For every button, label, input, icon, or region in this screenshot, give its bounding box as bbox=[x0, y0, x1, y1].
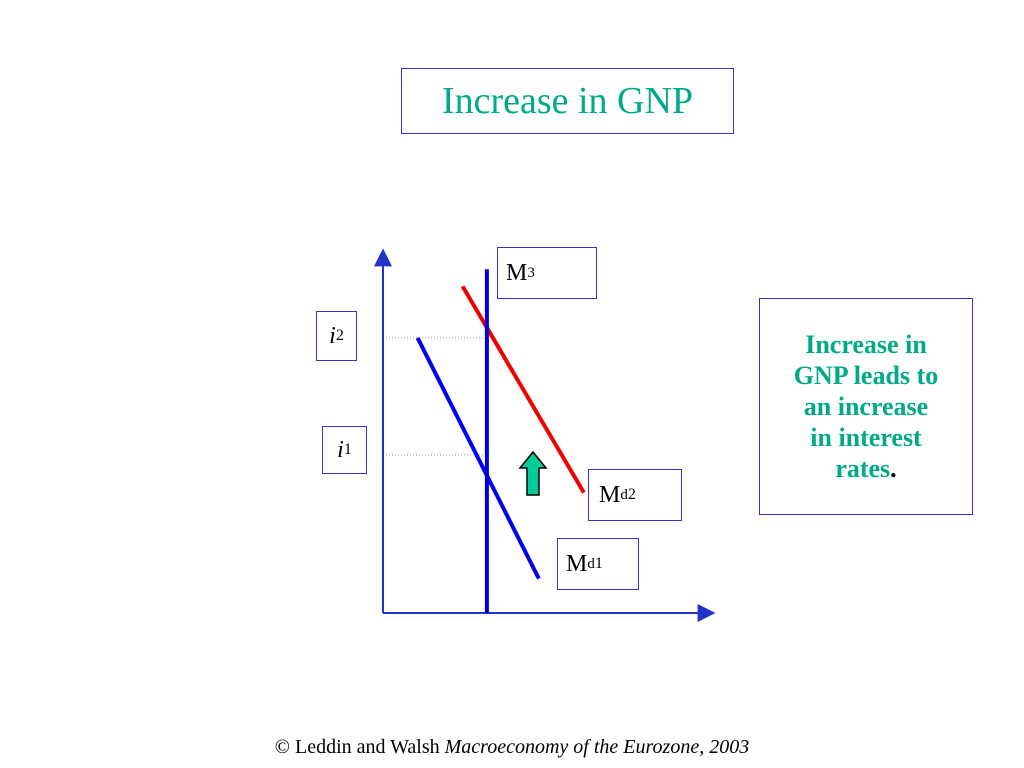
series-md2-line bbox=[460, 285, 586, 494]
footer-prefix: © Leddin and Walsh bbox=[274, 736, 445, 758]
i1-base: i bbox=[337, 436, 344, 463]
money-supply-label-base: M bbox=[506, 259, 528, 286]
series-md1-line bbox=[415, 337, 541, 580]
note-line-2: GNP leads to bbox=[793, 361, 939, 390]
slide-title: Increase in GNP bbox=[441, 80, 694, 122]
note-line-3: an increase bbox=[803, 392, 929, 421]
md1-base: M bbox=[566, 550, 588, 577]
note-end-punct: . bbox=[890, 454, 897, 483]
md2-base: M bbox=[599, 481, 621, 508]
footer-book-title: Macroeconomy of the Eurozone, 2003 bbox=[444, 736, 750, 758]
copyright-footer: © Leddin and Walsh Macroeconomy of the E… bbox=[0, 736, 1024, 759]
explanation-box: Increase in GNP leads to an increase in … bbox=[759, 298, 973, 515]
note-line-4: in interest bbox=[810, 423, 922, 452]
shift-up-arrow bbox=[518, 450, 548, 496]
note-line-5: rates bbox=[835, 454, 891, 483]
title-box: Increase in GNP bbox=[401, 68, 734, 134]
explanation-text: Increase in GNP leads to an increase in … bbox=[766, 329, 966, 484]
i2-base: i bbox=[329, 322, 336, 349]
note-line-1: Increase in bbox=[805, 330, 927, 359]
